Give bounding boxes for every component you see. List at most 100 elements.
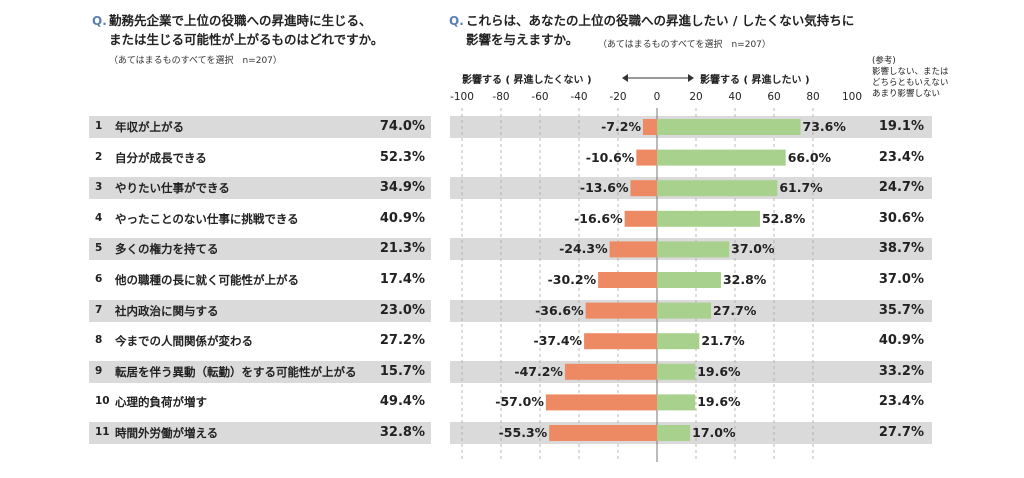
- reference-value-label: 27.7%: [878, 425, 924, 440]
- reference-header-line1: (参考): [872, 56, 896, 66]
- row-percentage: 23.0%: [379, 302, 425, 318]
- x-tick-label: 100: [841, 91, 863, 103]
- negative-bar: [642, 119, 657, 135]
- left-row-background: [89, 177, 431, 200]
- left-row-background: [89, 116, 431, 138]
- positive-bar: [657, 149, 786, 166]
- row-category-label: 社内政治に関与する: [115, 303, 219, 318]
- row-category-label: 心理的負荷が増す: [115, 395, 207, 410]
- x-tick-label: -100: [450, 91, 474, 103]
- row-number: 8: [95, 334, 103, 347]
- x-tick-label: 20: [689, 91, 703, 103]
- row-percentage: 40.9%: [379, 210, 425, 226]
- positive-value-label: 17.0%: [692, 425, 736, 440]
- row-category-label: 転居を伴う異動（転勤）をする可能性が上がる: [115, 364, 357, 379]
- row-percentage: 17.4%: [379, 272, 425, 287]
- reference-value-label: 37.0%: [878, 272, 924, 287]
- positive-bar: [657, 180, 778, 197]
- negative-bar: [549, 425, 657, 441]
- left-row-background: [89, 360, 431, 383]
- row-number: 10: [95, 395, 110, 408]
- positive-value-label: 32.8%: [722, 272, 767, 287]
- row-percentage: 27.2%: [379, 333, 425, 349]
- row-category-label: やりたい仕事ができる: [115, 181, 230, 196]
- right-question-line1: これらは、あなたの上位の役職への昇進したい / したくない気持ちに: [466, 13, 855, 28]
- positive-value-label: 19.6%: [697, 363, 741, 379]
- row-number: 9: [95, 364, 103, 377]
- reference-value-label: 40.9%: [878, 333, 924, 349]
- x-tick-label: 40: [728, 91, 742, 103]
- row-percentage: 15.7%: [379, 363, 425, 379]
- left-row-background: [89, 238, 431, 261]
- x-tick-label: 0: [653, 91, 661, 103]
- negative-axis-label: 影響する ( 昇進したくない ): [462, 75, 592, 86]
- row-percentage: 74.0%: [379, 119, 425, 134]
- reference-value-label: 35.7%: [878, 302, 924, 318]
- left-question-line1: 勤務先企業で上位の役職への昇進時に生じる、: [109, 13, 372, 28]
- positive-value-label: 27.7%: [713, 302, 757, 318]
- row-percentage: 34.9%: [379, 180, 425, 196]
- row-category-label: 今までの人間関係が変わる: [115, 334, 253, 349]
- positive-value-label: 19.6%: [697, 394, 741, 410]
- reference-value-label: 30.6%: [878, 210, 924, 226]
- x-tick-label: -20: [609, 91, 627, 103]
- positive-value-label: 52.8%: [761, 210, 806, 226]
- left-row-background: [89, 422, 431, 444]
- positive-value-label: 37.0%: [731, 241, 775, 257]
- negative-value-label: -36.6%: [535, 302, 584, 318]
- positive-value-label: 66.0%: [787, 149, 832, 165]
- reference-value-label: 19.1%: [878, 119, 924, 134]
- row-category-label: 多くの権力を持てる: [115, 242, 219, 257]
- negative-value-label: -16.6%: [574, 210, 623, 226]
- x-tick-label: -40: [570, 91, 588, 103]
- row-number: 11: [95, 426, 110, 438]
- row-category-label: 他の職種の長に就く可能性が上がる: [115, 273, 299, 287]
- row-percentage: 32.8%: [379, 425, 425, 440]
- positive-bar: [657, 425, 691, 441]
- row-number: 6: [95, 273, 103, 285]
- positive-bar: [657, 210, 760, 227]
- negative-value-label: -7.2%: [601, 119, 641, 134]
- negative-bar: [545, 394, 657, 411]
- reference-value-label: 33.2%: [878, 363, 924, 379]
- negative-bar: [636, 149, 657, 166]
- row-category-label: やったことのない仕事に挑戦できる: [115, 211, 299, 226]
- right-question-line2: 影響を与えますか。: [466, 32, 579, 47]
- negative-value-label: -30.2%: [547, 272, 597, 287]
- negative-value-label: -55.3%: [498, 425, 548, 440]
- negative-bar: [564, 363, 657, 380]
- reference-header-line3: どちらともいえない: [872, 78, 949, 88]
- positive-bar: [657, 119, 801, 135]
- x-tick-label: 80: [806, 91, 820, 103]
- row-number: 4: [95, 211, 103, 224]
- row-category-label: 自分が成長できる: [115, 150, 207, 165]
- x-tick-label: -80: [492, 91, 510, 103]
- negative-bar: [624, 210, 657, 227]
- reference-header: (参考) 影響しない、または どちらともいえない あまり影響しない: [872, 56, 949, 100]
- row-number: 5: [95, 242, 103, 255]
- positive-bar: [657, 333, 700, 350]
- reference-header-line2: 影響しない、または: [872, 67, 949, 77]
- negative-value-label: -57.0%: [495, 394, 544, 410]
- positive-axis-label: 影響する ( 昇進したい ): [700, 75, 810, 86]
- row-percentage: 49.4%: [379, 394, 425, 410]
- left-question-note: （あてはまるものすべてを選択 n=207）: [109, 56, 282, 66]
- positive-bar: [657, 394, 696, 411]
- row-percentage: 21.3%: [379, 241, 425, 257]
- negative-value-label: -24.3%: [559, 241, 608, 257]
- reference-header-line4: あまり影響しない: [872, 89, 941, 99]
- left-question-line2: または生じる可能性が上がるものはどれですか。: [109, 32, 384, 47]
- negative-value-label: -37.4%: [533, 333, 583, 349]
- positive-bar: [657, 302, 712, 319]
- reference-value-label: 23.4%: [878, 394, 924, 410]
- axis-direction-arrow: [622, 74, 694, 82]
- reference-value-label: 24.7%: [878, 180, 924, 196]
- negative-value-label: -13.6%: [579, 180, 629, 196]
- row-percentage: 52.3%: [379, 149, 425, 165]
- row-category-label: 年収が上がる: [115, 120, 184, 134]
- negative-bar: [609, 241, 657, 258]
- row-category-label: 時間外労働が増える: [115, 426, 219, 440]
- positive-value-label: 73.6%: [802, 119, 846, 134]
- reference-value-label: 38.7%: [878, 241, 924, 257]
- negative-value-label: -10.6%: [585, 149, 635, 165]
